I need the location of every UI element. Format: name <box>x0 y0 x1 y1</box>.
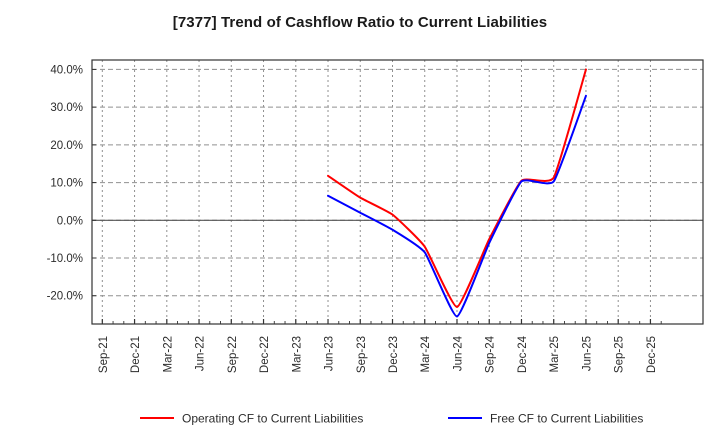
y-axis-label: 40.0% <box>50 64 83 76</box>
x-axis-label: Dec-24 <box>517 335 529 373</box>
x-axis-tick-labels: Sep-21 Dec-21 Mar-22 Jun-22 Sep-22 Dec-22 Mar-… <box>98 335 658 373</box>
x-axis-label: Jun-23 <box>324 336 336 371</box>
x-axis-label: Sep-23 <box>356 336 368 373</box>
x-axis-label: Mar-25 <box>549 336 561 372</box>
x-axis-label: Sep-24 <box>485 335 497 373</box>
x-axis-label: Dec-23 <box>388 336 400 373</box>
x-axis-label: Mar-24 <box>420 335 432 372</box>
legend-label: Operating CF to Current Liabilities <box>182 412 363 426</box>
x-axis-label: Dec-22 <box>259 336 271 373</box>
page-title: [7377] Trend of Cashflow Ratio to Curren… <box>172 14 548 31</box>
y-axis-tick-labels: -20.0% -10.0% 0.0% 10.0% 20.0% 30.0% 40.0% <box>47 64 96 303</box>
y-axis-label: 20.0% <box>50 140 83 152</box>
y-axis-label: -10.0% <box>47 253 83 265</box>
x-axis-label: Sep-21 <box>98 336 110 373</box>
plot-area-background <box>92 60 703 324</box>
plot-area-border <box>91 59 704 325</box>
x-axis-label: Sep-22 <box>227 336 239 373</box>
x-axis-label: Sep-25 <box>614 336 626 373</box>
data-series-group <box>327 68 587 318</box>
y-axis-label: 0.0% <box>57 215 83 227</box>
x-axis-label: Jun-25 <box>581 336 593 371</box>
x-axis-label: Mar-22 <box>162 336 174 372</box>
x-axis-label: Jun-22 <box>195 336 207 371</box>
y-axis-label: -20.0% <box>47 291 83 303</box>
x-axis-label: Dec-21 <box>130 336 142 373</box>
x-axis-minor-ticks <box>112 321 662 324</box>
x-axis-label: Dec-25 <box>646 336 658 373</box>
series-line <box>327 68 587 309</box>
vertical-gridlines <box>101 60 651 324</box>
x-axis-major-ticks <box>101 319 652 324</box>
chart-legend: Operating CF to Current Liabilities Free … <box>140 412 643 426</box>
y-axis-label: 10.0% <box>50 178 83 190</box>
x-axis-label: Mar-23 <box>291 336 303 372</box>
series-line <box>327 94 587 318</box>
x-axis-label: Jun-24 <box>452 335 464 371</box>
y-axis-label: 30.0% <box>50 102 83 114</box>
legend-label: Free CF to Current Liabilities <box>490 412 643 426</box>
